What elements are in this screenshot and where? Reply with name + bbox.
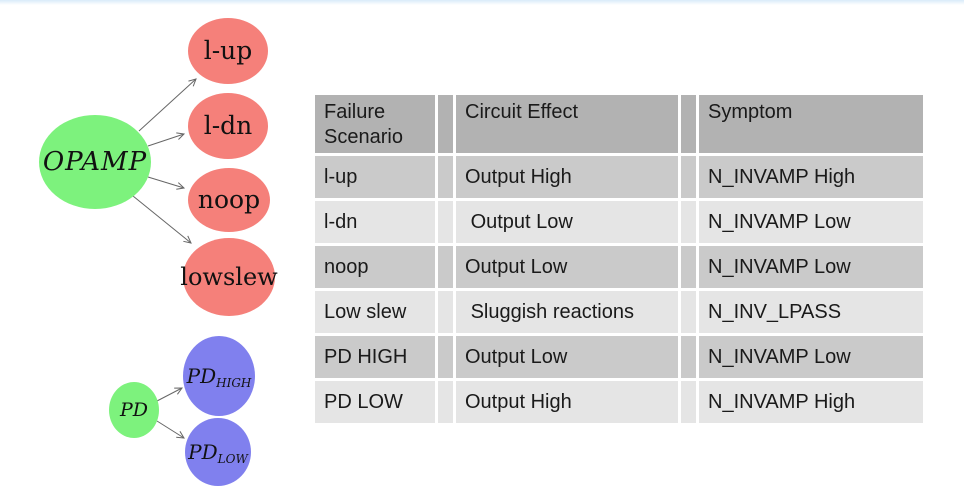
- table-spacer-cell: [438, 381, 453, 423]
- table-cell-effect: Output Low: [456, 201, 678, 243]
- edge-opamp-lup: [138, 78, 197, 132]
- table-header-circuit-effect: Circuit Effect: [456, 95, 678, 153]
- node-pd-low: [185, 418, 251, 486]
- node-lowslew: [183, 238, 275, 316]
- table-cell-effect: Sluggish reactions: [456, 291, 678, 333]
- table-header-spacer: [681, 95, 696, 153]
- node-l-up-label: l-up: [204, 36, 253, 65]
- edge-pd-pdlow: [156, 420, 185, 439]
- table-cell-scenario: PD HIGH: [315, 336, 435, 378]
- table-spacer-cell: [681, 381, 696, 423]
- table-cell-symptom: N_INVAMP Low: [699, 336, 923, 378]
- node-opamp-label: OPAMP: [43, 147, 147, 177]
- table-cell-symptom: N_INV_LPASS: [699, 291, 923, 333]
- table-header-symptom: Symptom: [699, 95, 923, 153]
- table-spacer-cell: [438, 336, 453, 378]
- table-cell-effect: Output Low: [456, 246, 678, 288]
- table-header-failure-scenario: Failure Scenario: [315, 95, 435, 153]
- node-pd: [109, 382, 159, 438]
- table-cell-scenario: l-dn: [315, 201, 435, 243]
- node-pd-high-label: PDHIGH: [186, 364, 252, 390]
- node-pd-low-label: PDLOW: [187, 440, 249, 466]
- edge-opamp-noop: [147, 176, 186, 190]
- node-lowslew-label: lowslew: [180, 263, 278, 291]
- top-gradient-strip: [0, 0, 964, 5]
- table-spacer-cell: [681, 201, 696, 243]
- table-cell-scenario: PD LOW: [315, 381, 435, 423]
- fault-tree-diagram: OPAMP l-up l-dn noop lowslew PD PDHIGH P…: [39, 18, 278, 486]
- node-pd-high: [183, 336, 255, 416]
- table-spacer-cell: [681, 156, 696, 198]
- table-cell-symptom: N_INVAMP Low: [699, 246, 923, 288]
- table-cell-symptom: N_INVAMP Low: [699, 201, 923, 243]
- table-spacer-cell: [681, 291, 696, 333]
- table-cell-effect: Output High: [456, 156, 678, 198]
- table-spacer-cell: [438, 156, 453, 198]
- node-l-dn: [188, 93, 268, 159]
- node-pd-label: PD: [119, 399, 148, 421]
- failure-scenario-table: Failure Scenario Circuit Effect Symptom …: [315, 95, 923, 423]
- node-noop: [188, 168, 270, 232]
- table-spacer-cell: [681, 246, 696, 288]
- edge-pd-pdhigh: [156, 387, 183, 402]
- node-l-dn-label: l-dn: [204, 111, 253, 140]
- node-opamp: [39, 115, 151, 209]
- table-spacer-cell: [438, 291, 453, 333]
- node-l-up: [188, 18, 268, 84]
- table-cell-symptom: N_INVAMP High: [699, 156, 923, 198]
- table-spacer-cell: [438, 246, 453, 288]
- edge-opamp-ldn: [147, 132, 186, 147]
- table-cell-scenario: l-up: [315, 156, 435, 198]
- node-noop-label: noop: [198, 185, 260, 214]
- table-cell-effect: Output High: [456, 381, 678, 423]
- table-cell-symptom: N_INVAMP High: [699, 381, 923, 423]
- table-cell-scenario: Low slew: [315, 291, 435, 333]
- table-cell-effect: Output Low: [456, 336, 678, 378]
- table-spacer-cell: [681, 336, 696, 378]
- table-cell-scenario: noop: [315, 246, 435, 288]
- table-header-spacer: [438, 95, 453, 153]
- table-spacer-cell: [438, 201, 453, 243]
- edge-opamp-lowslew: [132, 195, 192, 244]
